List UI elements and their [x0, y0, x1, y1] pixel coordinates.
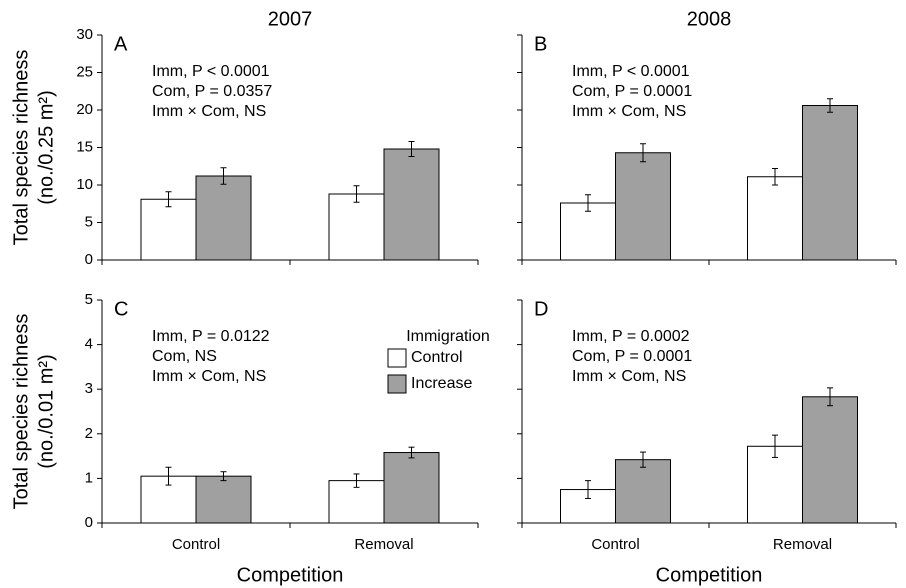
bar: [802, 105, 858, 261]
panel-title: 2008: [687, 8, 732, 30]
x-axis-label: Competition: [656, 564, 763, 586]
legend-swatch: [387, 348, 407, 368]
annotation: Imm, P < 0.0001: [572, 63, 690, 80]
y-tick-label: 2: [85, 425, 93, 442]
bar: [195, 475, 252, 524]
bar: [615, 459, 671, 524]
bar: [195, 175, 252, 261]
legend-label: Increase: [411, 375, 472, 392]
y-tick-label: 30: [76, 26, 93, 43]
annotation: Imm, P = 0.0002: [572, 328, 690, 345]
x-tick-label: Control: [172, 536, 220, 553]
legend-swatch: [387, 374, 407, 394]
y-tick-label: 10: [76, 176, 93, 193]
y-axis-label: (no./0.25 m²): [35, 90, 57, 204]
bar: [747, 445, 803, 524]
y-tick-label: 20: [76, 101, 93, 118]
annotation: Com, NS: [152, 348, 217, 365]
panel-title: 2007: [268, 8, 313, 30]
legend-label: Control: [411, 349, 463, 366]
bar: [383, 452, 440, 524]
y-tick-label: 5: [85, 213, 93, 230]
y-tick-label: 5: [85, 291, 93, 308]
x-axis-label: Competition: [237, 564, 344, 586]
annotation: Com, P = 0.0001: [572, 83, 692, 100]
annotation: Imm × Com, NS: [152, 368, 266, 385]
annotation: Com, P = 0.0357: [152, 83, 272, 100]
y-tick-label: 0: [85, 514, 93, 531]
bar: [802, 396, 858, 524]
annotation: Imm × Com, NS: [572, 368, 686, 385]
bar: [560, 202, 616, 261]
bar: [615, 152, 671, 261]
annotation: Imm × Com, NS: [152, 103, 266, 120]
y-axis-label: Total species richness: [10, 50, 32, 246]
annotation: Com, P = 0.0001: [572, 348, 692, 365]
y-tick-label: 4: [85, 336, 93, 353]
y-tick-label: 1: [85, 469, 93, 486]
y-tick-label: 0: [85, 251, 93, 268]
y-tick-label: 3: [85, 380, 93, 397]
panel-label: A: [114, 33, 128, 55]
y-axis-label: (no./0.01 m²): [35, 354, 57, 468]
bar: [140, 198, 197, 261]
legend-title: Immigration: [406, 328, 490, 345]
y-tick-label: 15: [76, 138, 93, 155]
bar: [383, 148, 440, 261]
panel-label: B: [534, 33, 547, 55]
annotation: Imm × Com, NS: [572, 103, 686, 120]
x-tick-label: Control: [591, 536, 639, 553]
bar: [747, 176, 803, 261]
x-tick-label: Removal: [773, 536, 832, 553]
annotation: Imm, P < 0.0001: [152, 63, 270, 80]
y-tick-label: 25: [76, 63, 93, 80]
y-axis-label: Total species richness: [10, 314, 32, 510]
panel-label: D: [534, 298, 548, 320]
bar: [328, 193, 385, 261]
panel-label: C: [114, 298, 128, 320]
annotation: Imm, P = 0.0122: [152, 328, 270, 345]
x-tick-label: Removal: [354, 536, 413, 553]
